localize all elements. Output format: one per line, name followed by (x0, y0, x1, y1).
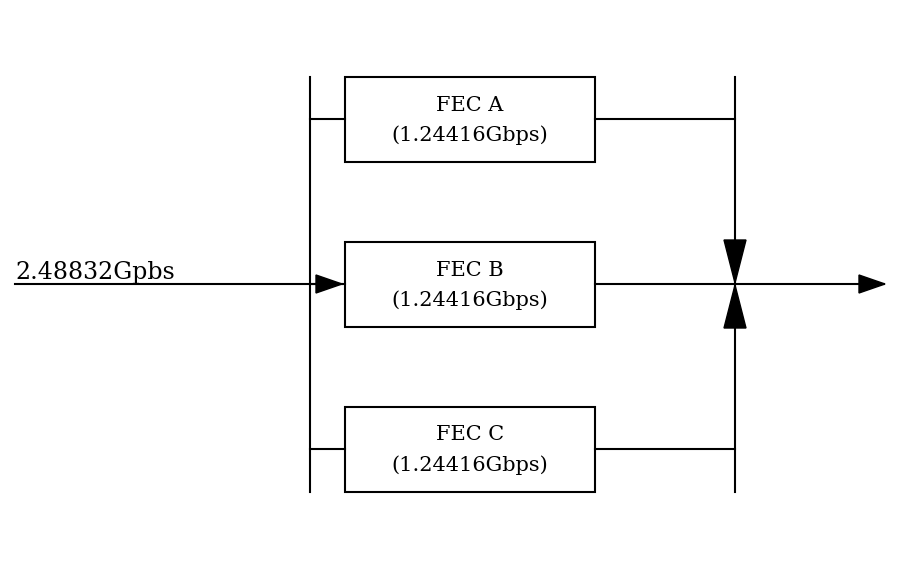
Polygon shape (859, 275, 885, 293)
Bar (345, 407, 595, 491)
Text: FEC B: FEC B (437, 261, 504, 279)
Text: (1.24416Gbps): (1.24416Gbps) (391, 455, 548, 475)
Bar (345, 77, 595, 161)
Bar (345, 241, 595, 327)
Text: FEC C: FEC C (436, 425, 504, 445)
Polygon shape (724, 285, 746, 328)
Text: (1.24416Gbps): (1.24416Gbps) (391, 290, 548, 310)
Text: (1.24416Gbps): (1.24416Gbps) (391, 125, 548, 145)
Text: 2.48832Gpbs: 2.48832Gpbs (15, 261, 175, 283)
Polygon shape (316, 275, 342, 293)
Polygon shape (724, 240, 746, 283)
Text: FEC A: FEC A (437, 95, 503, 115)
